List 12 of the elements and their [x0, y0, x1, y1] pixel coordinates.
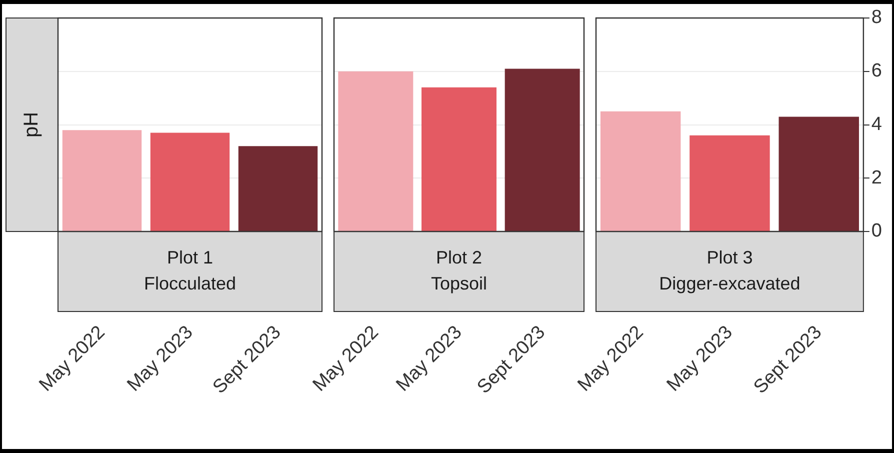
bar — [600, 111, 681, 231]
text: Plot 1 Flocculated — [144, 247, 236, 294]
bar — [778, 116, 859, 231]
y-axis-title: pH — [20, 112, 43, 138]
y-tick-label: 4 — [871, 114, 882, 135]
text: Plot 3 Digger-excavated — [659, 247, 800, 294]
y-tick-label: 8 — [871, 7, 882, 28]
y-tick-label: 6 — [871, 60, 882, 82]
text: Plot 2 Topsoil — [430, 247, 488, 294]
y-tick-label: 0 — [871, 220, 882, 242]
y-tick-label: 2 — [871, 167, 882, 188]
bar — [690, 135, 770, 231]
